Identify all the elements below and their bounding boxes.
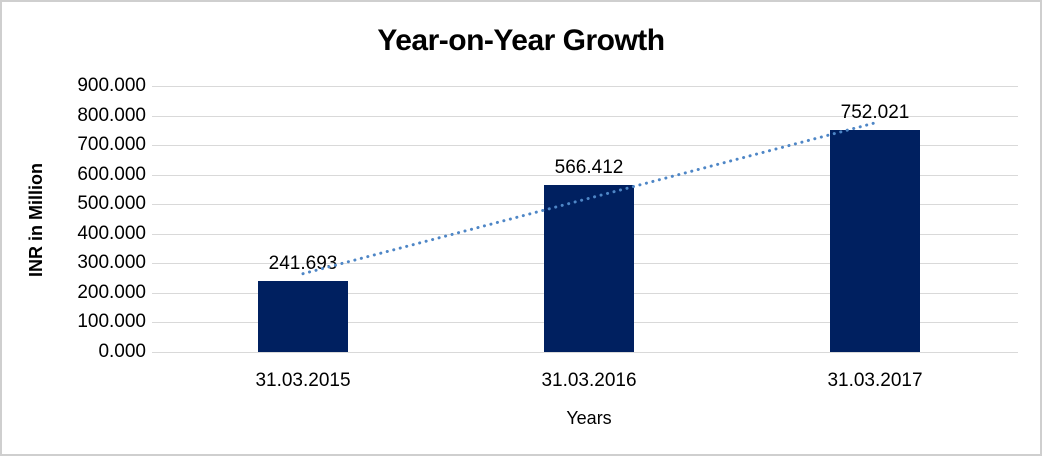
- y-tick-label: 900.000: [77, 75, 146, 96]
- x-category-label: 31.03.2016: [541, 370, 637, 391]
- x-axis-title: Years: [566, 408, 612, 428]
- y-tick-label: 500.000: [77, 193, 146, 215]
- y-tick-label: 300.000: [77, 252, 146, 274]
- bar: [258, 280, 348, 352]
- y-tick-label: 600.000: [77, 163, 146, 185]
- y-tick-label: 200.000: [77, 281, 146, 303]
- gridline: [152, 352, 1018, 353]
- bar-data-label: 566.412: [554, 156, 624, 178]
- gridline: [152, 115, 1018, 117]
- x-category-label: 31.03.2017: [827, 370, 923, 391]
- gridline: [152, 86, 1018, 87]
- chart-title: Year-on-Year Growth: [377, 24, 665, 57]
- y-tick-label: 800.000: [77, 104, 146, 126]
- y-tick-label: 400.000: [77, 222, 146, 244]
- bar: [830, 129, 920, 352]
- bar-data-label: 241.693: [268, 252, 338, 274]
- y-tick-label: 100.000: [77, 311, 146, 333]
- bar-data-label: 752.021: [840, 101, 910, 123]
- bar: [544, 184, 634, 352]
- x-category-label: 31.03.2015: [255, 370, 351, 391]
- y-tick-label: 0.000: [98, 341, 146, 362]
- y-tick-label: 700.000: [77, 134, 146, 156]
